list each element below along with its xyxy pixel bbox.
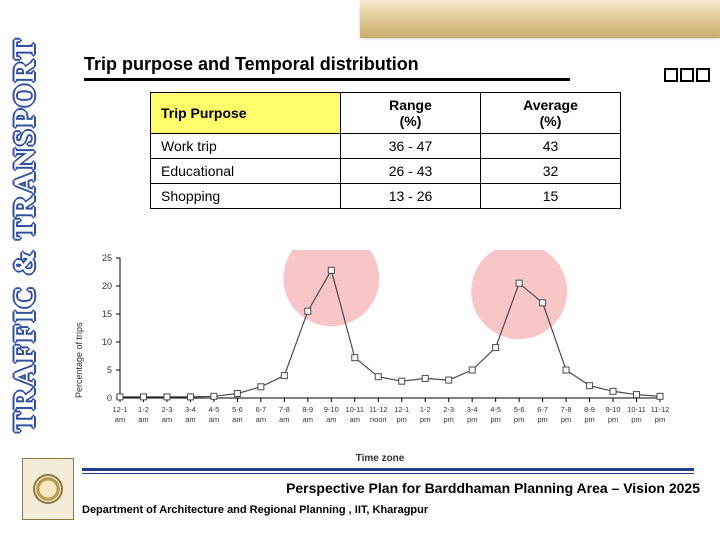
svg-text:am: am bbox=[279, 415, 289, 424]
x-axis-label: Time zone bbox=[82, 453, 678, 464]
cell: 36 - 47 bbox=[341, 134, 481, 159]
cell: 13 - 26 bbox=[341, 184, 481, 209]
cell: Work trip bbox=[151, 134, 341, 159]
footer-dept: Department of Architecture and Regional … bbox=[82, 504, 428, 516]
title-underline bbox=[84, 78, 570, 81]
svg-text:15: 15 bbox=[102, 309, 112, 319]
svg-text:5: 5 bbox=[107, 365, 112, 375]
svg-text:5-6: 5-6 bbox=[232, 405, 243, 414]
svg-text:2-3: 2-3 bbox=[162, 405, 173, 414]
th-range: Range (%) bbox=[341, 93, 481, 134]
svg-text:25: 25 bbox=[102, 253, 112, 263]
footer-title: Perspective Plan for Barddhaman Planning… bbox=[286, 480, 700, 496]
svg-text:am: am bbox=[256, 415, 266, 424]
svg-text:am: am bbox=[350, 415, 360, 424]
svg-text:am: am bbox=[303, 415, 313, 424]
header-banner bbox=[360, 0, 720, 38]
svg-text:9-10: 9-10 bbox=[324, 405, 339, 414]
svg-text:1-2: 1-2 bbox=[138, 405, 149, 414]
table-row: Shopping 13 - 26 15 bbox=[151, 184, 621, 209]
page-title: Trip purpose and Temporal distribution bbox=[84, 54, 419, 75]
svg-text:2-3: 2-3 bbox=[443, 405, 454, 414]
trip-purpose-table: Trip Purpose Range (%) Average (%) Work … bbox=[150, 92, 621, 209]
cell: 15 bbox=[481, 184, 621, 209]
svg-text:7-8: 7-8 bbox=[279, 405, 290, 414]
svg-text:10-11: 10-11 bbox=[627, 405, 646, 414]
svg-text:20: 20 bbox=[102, 281, 112, 291]
svg-text:pm: pm bbox=[420, 415, 430, 424]
svg-text:8-9: 8-9 bbox=[584, 405, 595, 414]
cell: 32 bbox=[481, 159, 621, 184]
th-purpose: Trip Purpose bbox=[151, 93, 341, 134]
svg-text:pm: pm bbox=[537, 415, 547, 424]
decorative-boxes bbox=[664, 68, 710, 82]
svg-text:12-1: 12-1 bbox=[394, 405, 409, 414]
svg-text:1-2: 1-2 bbox=[420, 405, 431, 414]
svg-text:am: am bbox=[232, 415, 242, 424]
table-row: Educational 26 - 43 32 bbox=[151, 159, 621, 184]
svg-text:10-11: 10-11 bbox=[345, 405, 364, 414]
svg-text:6-7: 6-7 bbox=[255, 405, 266, 414]
svg-text:pm: pm bbox=[631, 415, 641, 424]
svg-text:9-10: 9-10 bbox=[606, 405, 621, 414]
svg-text:pm: pm bbox=[443, 415, 453, 424]
th-average: Average (%) bbox=[481, 93, 621, 134]
svg-text:am: am bbox=[162, 415, 172, 424]
svg-text:pm: pm bbox=[514, 415, 524, 424]
svg-text:3-4: 3-4 bbox=[185, 405, 196, 414]
svg-text:6-7: 6-7 bbox=[537, 405, 548, 414]
svg-text:3-4: 3-4 bbox=[467, 405, 478, 414]
svg-text:12-1: 12-1 bbox=[112, 405, 127, 414]
chart-svg: 051015202512-1am1-2am2-3am3-4am4-5am5-6a… bbox=[82, 250, 678, 450]
svg-text:am: am bbox=[115, 415, 125, 424]
svg-text:11-12: 11-12 bbox=[651, 405, 670, 414]
cell: 43 bbox=[481, 134, 621, 159]
inst-logo bbox=[22, 458, 74, 520]
svg-text:5-6: 5-6 bbox=[514, 405, 525, 414]
svg-text:am: am bbox=[138, 415, 148, 424]
footer-rule bbox=[82, 468, 694, 471]
footer-rule-thin bbox=[82, 473, 694, 474]
svg-text:10: 10 bbox=[102, 337, 112, 347]
svg-text:pm: pm bbox=[561, 415, 571, 424]
svg-text:noon: noon bbox=[370, 415, 387, 424]
svg-text:7-8: 7-8 bbox=[561, 405, 572, 414]
svg-text:am: am bbox=[185, 415, 195, 424]
svg-text:pm: pm bbox=[608, 415, 618, 424]
side-label: TRAFFIC & TRANSPORT bbox=[8, 37, 42, 432]
cell: 26 - 43 bbox=[341, 159, 481, 184]
temporal-distribution-chart: Percentage of trips 051015202512-1am1-2a… bbox=[82, 250, 678, 458]
svg-text:4-5: 4-5 bbox=[208, 405, 219, 414]
cell: Educational bbox=[151, 159, 341, 184]
svg-text:4-5: 4-5 bbox=[490, 405, 501, 414]
svg-text:am: am bbox=[209, 415, 219, 424]
svg-text:am: am bbox=[326, 415, 336, 424]
svg-text:pm: pm bbox=[397, 415, 407, 424]
svg-text:pm: pm bbox=[490, 415, 500, 424]
svg-text:pm: pm bbox=[467, 415, 477, 424]
table-row: Work trip 36 - 47 43 bbox=[151, 134, 621, 159]
svg-text:pm: pm bbox=[584, 415, 594, 424]
svg-text:pm: pm bbox=[655, 415, 665, 424]
svg-text:11-12: 11-12 bbox=[369, 405, 388, 414]
svg-text:0: 0 bbox=[107, 393, 112, 403]
cell: Shopping bbox=[151, 184, 341, 209]
svg-text:8-9: 8-9 bbox=[302, 405, 313, 414]
